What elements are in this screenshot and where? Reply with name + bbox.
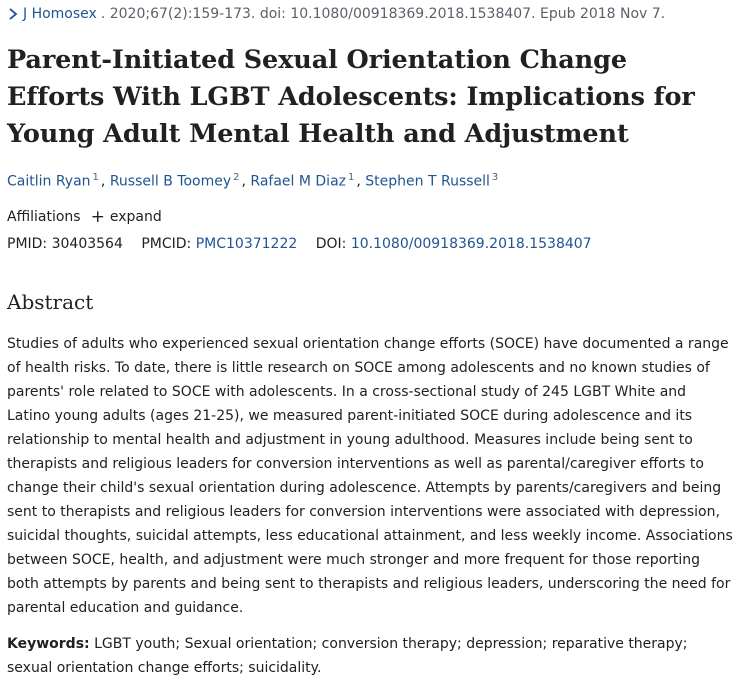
- keywords-text: LGBT youth; Sexual orientation; conversi…: [7, 636, 688, 676]
- abstract-heading: Abstract: [7, 290, 94, 314]
- journal-link[interactable]: J Homosex: [23, 6, 97, 22]
- keywords-label: Keywords:: [7, 636, 90, 652]
- expand-affiliations-button[interactable]: + expand: [90, 207, 162, 227]
- pmcid-label: PMCID:: [141, 236, 192, 252]
- citation-line: J Homosex. 2020;67(2):159-173. doi: 10.1…: [7, 6, 665, 22]
- affiliations-row: Affiliations + expand: [7, 207, 162, 227]
- author-affiliation-ref[interactable]: 3: [491, 172, 499, 183]
- plus-icon: +: [90, 207, 105, 227]
- doi-link[interactable]: 10.1080/00918369.2018.1538407: [350, 236, 592, 252]
- author-list: Caitlin Ryan 1, Russell B Toomey 2, Rafael…: [7, 172, 499, 190]
- chevron-right-icon: [9, 8, 18, 20]
- pmid-value: 30403564: [51, 236, 123, 252]
- author-link[interactable]: Caitlin Ryan: [7, 173, 91, 190]
- affiliations-label: Affiliations: [7, 209, 81, 225]
- keywords: Keywords: LGBT youth; Sexual orientation…: [7, 632, 733, 680]
- author-affiliation-ref[interactable]: 1: [92, 172, 99, 183]
- author-link[interactable]: Stephen T Russell: [365, 173, 490, 190]
- author-link[interactable]: Rafael M Diaz: [250, 173, 346, 190]
- author-link[interactable]: Russell B Toomey: [109, 173, 232, 190]
- identifiers-row: PMID: 30403564 PMCID: PMC10371222 DOI: 1…: [7, 236, 606, 252]
- abstract-text: Studies of adults who experienced sexual…: [7, 336, 733, 616]
- pmcid-link[interactable]: PMC10371222: [195, 236, 298, 252]
- doi-label: DOI:: [315, 236, 347, 252]
- author-affiliation-ref[interactable]: 1: [348, 172, 355, 183]
- author-affiliation-ref[interactable]: 2: [233, 172, 240, 183]
- expand-label: expand: [109, 209, 162, 225]
- citation-details: . 2020;67(2):159-173. doi: 10.1080/00918…: [100, 6, 666, 22]
- pmid-label: PMID:: [7, 236, 48, 252]
- article-title: Parent-Initiated Sexual Orientation Chan…: [7, 45, 695, 149]
